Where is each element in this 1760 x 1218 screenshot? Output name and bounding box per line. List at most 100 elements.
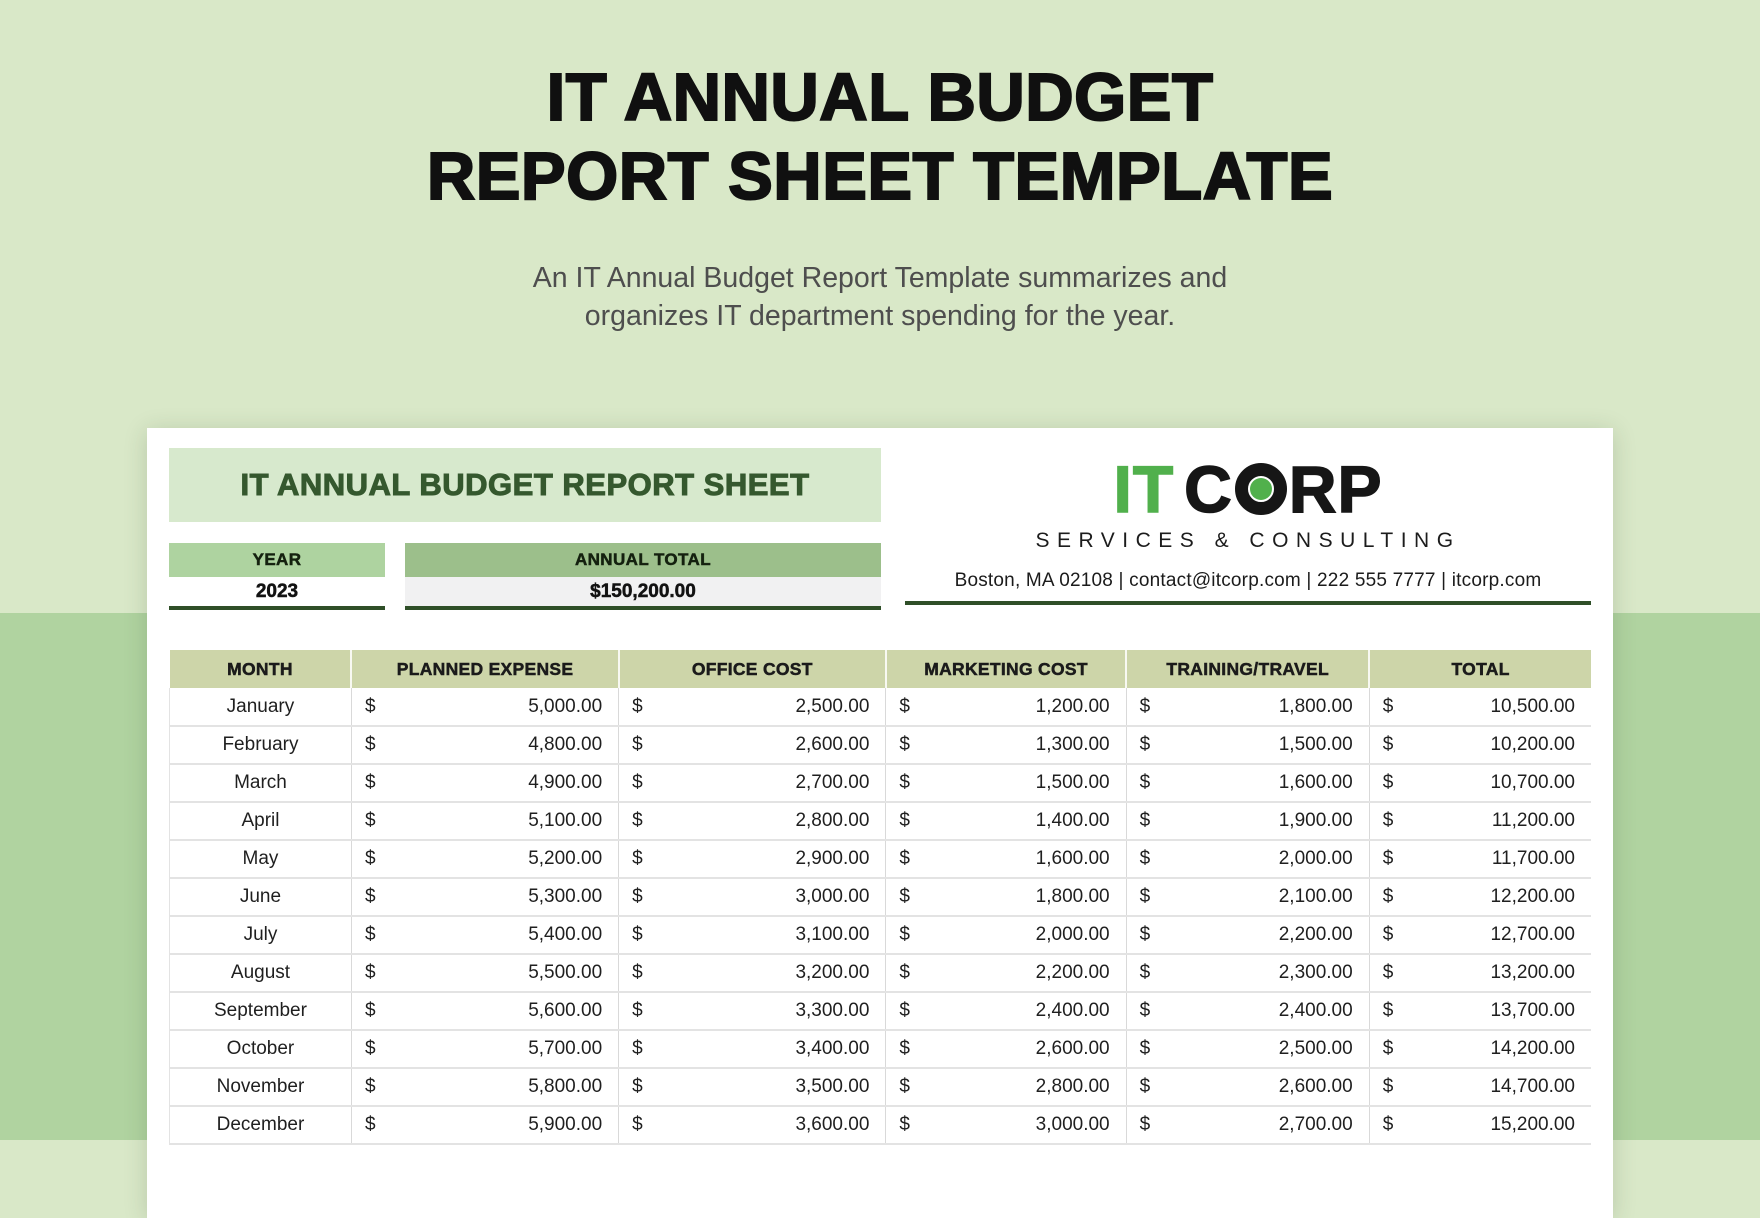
column-header: PLANNED EXPENSE bbox=[350, 650, 619, 688]
amount-value: 1,500.00 bbox=[1278, 734, 1353, 755]
amount-cell: $3,000.00 bbox=[618, 878, 887, 917]
year-value: 2023 bbox=[169, 577, 385, 610]
year-block: YEAR 2023 bbox=[169, 543, 385, 610]
currency-symbol: $ bbox=[364, 886, 376, 907]
table-row: November $5,800.00 $3,500.00 $2,800.00 $2,60… bbox=[169, 1068, 1591, 1107]
amount-cell: $5,300.00 bbox=[351, 878, 620, 917]
amount-cell: $2,400.00 bbox=[1126, 992, 1370, 1031]
page-title-line1: IT ANNUAL BUDGET bbox=[546, 59, 1214, 136]
amount-cell: $2,700.00 bbox=[1126, 1106, 1370, 1145]
amount-value: 5,600.00 bbox=[528, 1000, 603, 1021]
amount-cell: $1,300.00 bbox=[885, 726, 1127, 765]
currency-symbol: $ bbox=[632, 810, 643, 831]
currency-symbol: $ bbox=[1382, 1000, 1394, 1021]
amount-cell: $5,200.00 bbox=[351, 840, 620, 879]
amount-value: 2,200.00 bbox=[1278, 924, 1353, 945]
amount-value: 5,500.00 bbox=[528, 962, 603, 983]
amount-value: 5,800.00 bbox=[528, 1076, 603, 1097]
amount-cell: $4,800.00 bbox=[351, 726, 620, 765]
currency-symbol: $ bbox=[632, 772, 643, 793]
amount-value: 10,700.00 bbox=[1490, 772, 1575, 793]
amount-cell: $11,700.00 bbox=[1369, 840, 1591, 879]
amount-value: 5,000.00 bbox=[528, 695, 603, 717]
amount-cell: $1,500.00 bbox=[1126, 726, 1370, 765]
amount-cell: $1,200.00 bbox=[885, 688, 1127, 727]
amount-value: 2,600.00 bbox=[1035, 1038, 1110, 1059]
month-cell: March bbox=[169, 764, 352, 803]
amount-cell: $2,600.00 bbox=[618, 726, 887, 765]
amount-value: 2,400.00 bbox=[1278, 1000, 1353, 1021]
table-row: August $5,500.00 $3,200.00 $2,200.00 $2,300.… bbox=[169, 954, 1591, 993]
amount-value: 2,800.00 bbox=[1035, 1076, 1110, 1097]
amount-value: 4,800.00 bbox=[528, 734, 603, 755]
amount-value: 12,200.00 bbox=[1490, 886, 1575, 907]
currency-symbol: $ bbox=[1382, 810, 1394, 831]
currency-symbol: $ bbox=[1139, 772, 1151, 793]
month-cell: July bbox=[169, 916, 352, 955]
amount-value: 2,800.00 bbox=[795, 810, 870, 831]
currency-symbol: $ bbox=[1382, 1114, 1394, 1135]
currency-symbol: $ bbox=[899, 962, 910, 983]
amount-value: 2,900.00 bbox=[795, 848, 870, 869]
amount-value: 11,700.00 bbox=[1491, 848, 1575, 869]
amount-cell: $14,200.00 bbox=[1369, 1030, 1591, 1069]
budget-report-card: IT ANNUAL BUDGET REPORT SHEET YEAR 2023 … bbox=[147, 428, 1613, 1218]
table-row: January $5,000.00 $2,500.00 $1,200.00 $1,800… bbox=[169, 688, 1591, 727]
currency-symbol: $ bbox=[1139, 1038, 1151, 1059]
header-row: MONTH PLANNED EXPENSE OFFICE COST MARKETING… bbox=[169, 650, 1591, 688]
currency-symbol: $ bbox=[1382, 924, 1394, 945]
annual-total-label: ANNUAL TOTAL bbox=[405, 543, 881, 577]
amount-cell: $5,800.00 bbox=[351, 1068, 620, 1107]
amount-cell: $5,100.00 bbox=[351, 802, 620, 841]
contact-line: Boston, MA 02108 | contact@itcorp.com | … bbox=[954, 570, 1542, 591]
amount-value: 1,900.00 bbox=[1278, 810, 1353, 831]
currency-symbol: $ bbox=[632, 962, 643, 983]
amount-cell: $3,500.00 bbox=[618, 1068, 887, 1107]
currency-symbol: $ bbox=[1382, 886, 1394, 907]
amount-cell: $10,700.00 bbox=[1369, 764, 1591, 803]
currency-symbol: $ bbox=[632, 848, 643, 869]
card-header: IT ANNUAL BUDGET REPORT SHEET YEAR 2023 … bbox=[169, 448, 1591, 610]
amount-cell: $2,200.00 bbox=[1126, 916, 1370, 955]
amount-value: 5,100.00 bbox=[528, 810, 603, 831]
column-header: MARKETING COST bbox=[884, 650, 1127, 688]
amount-cell: $2,800.00 bbox=[885, 1068, 1127, 1107]
month-cell: June bbox=[169, 878, 352, 917]
currency-symbol: $ bbox=[899, 734, 910, 755]
amount-value: 2,700.00 bbox=[1278, 1114, 1353, 1135]
currency-symbol: $ bbox=[1139, 810, 1151, 831]
month-cell: October bbox=[169, 1030, 352, 1069]
amount-value: 3,300.00 bbox=[795, 1000, 870, 1021]
currency-symbol: $ bbox=[1382, 772, 1394, 793]
amount-cell: $10,200.00 bbox=[1369, 726, 1591, 765]
currency-symbol: $ bbox=[364, 1114, 376, 1135]
currency-symbol: $ bbox=[364, 810, 376, 831]
amount-cell: $3,400.00 bbox=[618, 1030, 887, 1069]
amount-cell: $5,500.00 bbox=[351, 954, 620, 993]
currency-symbol: $ bbox=[1382, 1076, 1394, 1097]
currency-symbol: $ bbox=[364, 1038, 376, 1059]
currency-symbol: $ bbox=[899, 810, 910, 831]
month-cell: January bbox=[169, 688, 352, 727]
currency-symbol: $ bbox=[899, 1038, 910, 1059]
amount-value: 3,600.00 bbox=[795, 1114, 870, 1135]
amount-cell: $2,000.00 bbox=[885, 916, 1127, 955]
currency-symbol: $ bbox=[364, 695, 376, 717]
currency-symbol: $ bbox=[899, 772, 910, 793]
budget-table-body: January $5,000.00 $2,500.00 $1,200.00 $1,800… bbox=[169, 688, 1591, 1145]
currency-symbol: $ bbox=[1382, 1038, 1394, 1059]
amount-value: 1,300.00 bbox=[1035, 734, 1110, 755]
amount-value: 2,500.00 bbox=[1278, 1038, 1353, 1059]
amount-value: 2,600.00 bbox=[1278, 1076, 1353, 1097]
amount-value: 13,200.00 bbox=[1490, 962, 1575, 983]
amount-value: 10,500.00 bbox=[1490, 695, 1575, 717]
amount-value: 15,200.00 bbox=[1490, 1114, 1575, 1135]
amount-cell: $5,000.00 bbox=[351, 688, 620, 727]
currency-symbol: $ bbox=[1139, 695, 1151, 717]
amount-value: 2,300.00 bbox=[1278, 962, 1353, 983]
amount-cell: $12,200.00 bbox=[1369, 878, 1591, 917]
amount-value: 3,000.00 bbox=[795, 886, 870, 907]
amount-cell: $2,500.00 bbox=[1126, 1030, 1370, 1069]
logo-text-c: C bbox=[1183, 452, 1233, 526]
amount-value: 5,300.00 bbox=[528, 886, 603, 907]
